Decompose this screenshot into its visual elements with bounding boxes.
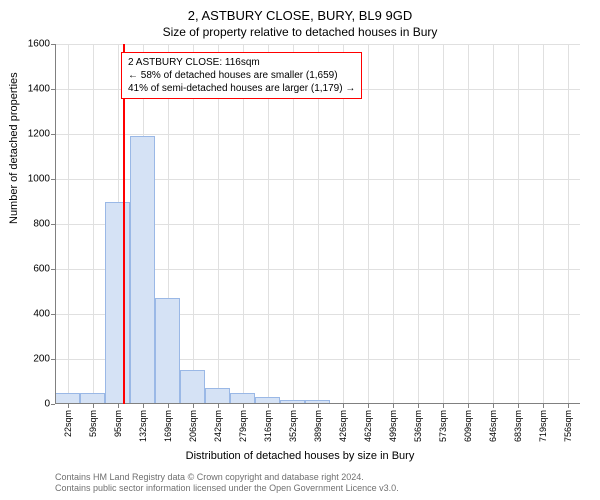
x-tick [343,404,344,408]
x-tick-label: 756sqm [563,410,573,442]
gridline-v [418,44,419,404]
histogram-bar [130,136,155,404]
x-axis-label: Distribution of detached houses by size … [0,450,600,462]
plot-area: 0200400600800100012001400160022sqm59sqm9… [55,44,580,404]
gridline-v [93,44,94,404]
gridline-v [568,44,569,404]
x-tick-label: 573sqm [438,410,448,442]
x-tick-label: 646sqm [488,410,498,442]
attribution: Contains HM Land Registry data © Crown c… [55,472,399,495]
y-tick-label: 1200 [10,129,50,140]
x-tick-label: 352sqm [288,410,298,442]
x-tick [493,404,494,408]
y-tick-label: 600 [10,264,50,275]
y-tick [51,404,55,405]
x-axis-line [55,403,580,404]
x-tick-label: 206sqm [188,410,198,442]
gridline-v [493,44,494,404]
gridline-v [468,44,469,404]
gridline-v [368,44,369,404]
x-tick-label: 95sqm [113,410,123,437]
chart-area: 0200400600800100012001400160022sqm59sqm9… [55,44,580,404]
x-tick [268,404,269,408]
y-tick-label: 1400 [10,84,50,95]
gridline-v [543,44,544,404]
x-tick-label: 719sqm [538,410,548,442]
histogram-bar [105,202,130,405]
gridline-v [393,44,394,404]
y-tick-label: 1000 [10,174,50,185]
y-tick-label: 400 [10,309,50,320]
histogram-bar [205,388,230,404]
x-tick [243,404,244,408]
x-tick-label: 132sqm [138,410,148,442]
y-axis-label: Number of detached properties [8,72,20,224]
x-tick [68,404,69,408]
info-box-line: 41% of semi-detached houses are larger (… [128,82,355,95]
title-sub: Size of property relative to detached ho… [0,23,600,39]
x-tick-label: 536sqm [413,410,423,442]
x-tick-label: 683sqm [513,410,523,442]
info-box: 2 ASTBURY CLOSE: 116sqm← 58% of detached… [121,52,362,99]
y-tick-label: 0 [10,399,50,410]
x-tick [418,404,419,408]
x-tick-label: 609sqm [463,410,473,442]
x-tick [393,404,394,408]
x-tick-label: 242sqm [213,410,223,442]
title-main: 2, ASTBURY CLOSE, BURY, BL9 9GD [0,0,600,23]
y-axis-line [55,44,56,404]
x-tick [93,404,94,408]
histogram-bar [155,298,180,404]
x-tick-label: 22sqm [63,410,73,437]
x-tick-label: 426sqm [338,410,348,442]
x-tick-label: 316sqm [263,410,273,442]
x-tick [443,404,444,408]
x-tick [143,404,144,408]
x-tick [318,404,319,408]
y-tick-label: 1600 [10,39,50,50]
x-tick [543,404,544,408]
attribution-line: Contains HM Land Registry data © Crown c… [55,472,399,483]
y-tick-label: 800 [10,219,50,230]
x-tick [293,404,294,408]
x-tick-label: 499sqm [388,410,398,442]
attribution-line: Contains public sector information licen… [55,483,399,494]
x-tick-label: 59sqm [88,410,98,437]
x-tick [368,404,369,408]
x-tick [218,404,219,408]
x-tick [168,404,169,408]
info-box-line: ← 58% of detached houses are smaller (1,… [128,69,355,82]
y-tick-label: 200 [10,354,50,365]
x-tick [568,404,569,408]
x-tick [118,404,119,408]
x-tick-label: 389sqm [313,410,323,442]
info-box-line: 2 ASTBURY CLOSE: 116sqm [128,56,355,69]
x-tick-label: 169sqm [163,410,173,442]
x-tick [468,404,469,408]
x-tick [518,404,519,408]
gridline-v [68,44,69,404]
x-tick-label: 462sqm [363,410,373,442]
gridline-v [518,44,519,404]
gridline-v [443,44,444,404]
histogram-bar [180,370,205,404]
x-tick-label: 279sqm [238,410,248,442]
x-tick [193,404,194,408]
